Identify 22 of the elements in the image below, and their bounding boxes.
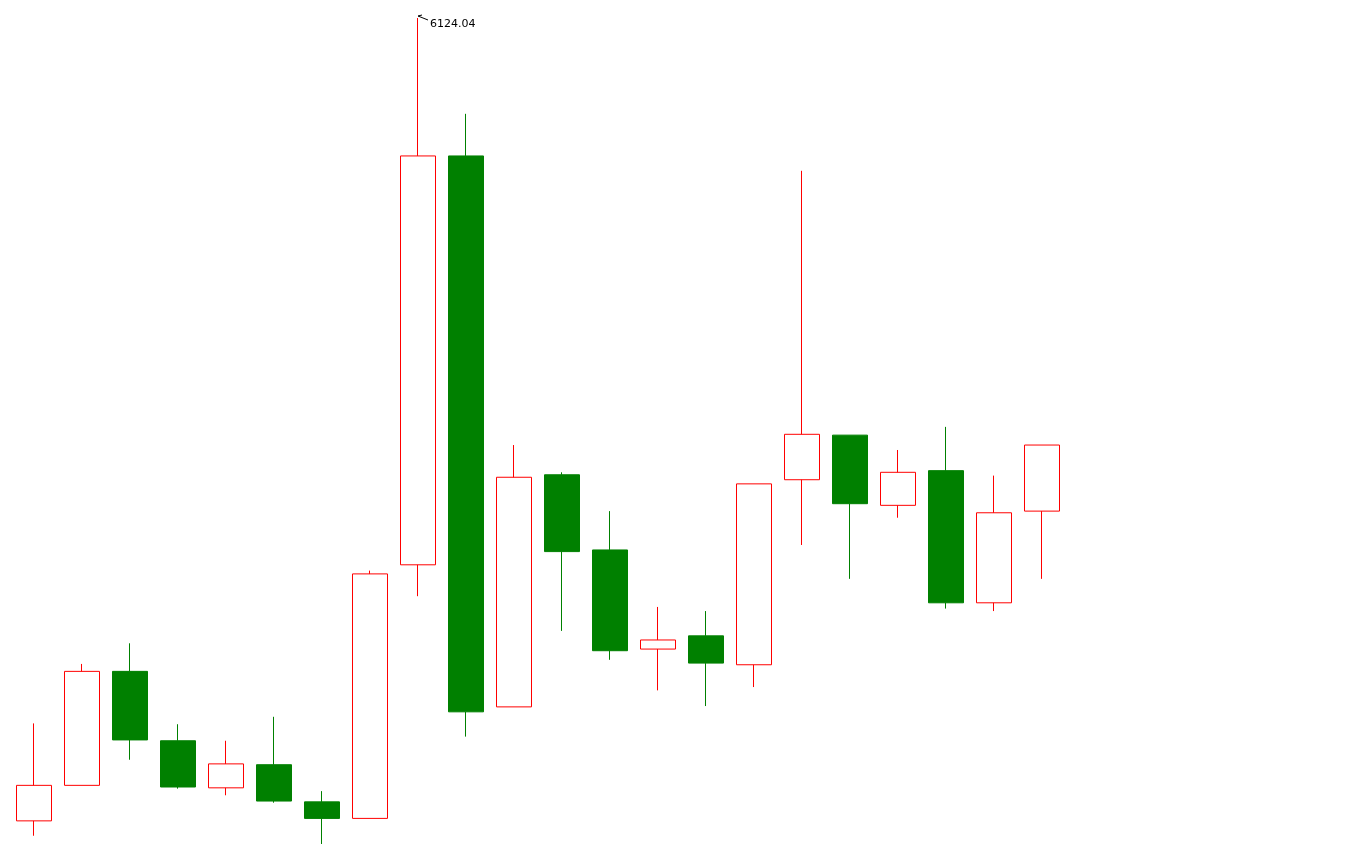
annotation: 6124.04	[430, 16, 476, 30]
candlestick	[496, 444, 532, 708]
candlestick	[880, 449, 916, 519]
candlestick	[112, 642, 148, 761]
candlestick	[208, 740, 244, 796]
candlestick	[352, 570, 388, 819]
candlestick	[688, 610, 724, 707]
candlestick	[448, 113, 484, 738]
candlestick	[1024, 444, 1060, 580]
candlestick	[304, 790, 340, 845]
candlestick	[256, 716, 292, 804]
candlestick	[16, 722, 52, 837]
candlestick	[832, 434, 868, 580]
candlestick	[160, 723, 196, 790]
candlestick	[640, 606, 676, 691]
candlestick	[64, 663, 100, 786]
candlestick	[592, 510, 628, 661]
candlestick	[784, 170, 820, 546]
candlestick	[976, 475, 1012, 612]
candlestick	[928, 426, 964, 610]
candlestick	[544, 471, 580, 632]
candlestick	[736, 483, 772, 688]
